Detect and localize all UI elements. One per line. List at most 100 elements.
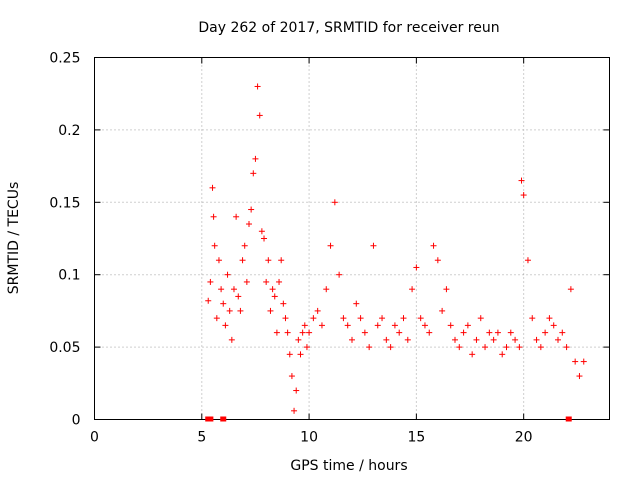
data-points (205, 83, 587, 414)
data-point (486, 329, 493, 336)
y-tick-label: 0.15 (49, 195, 80, 211)
data-point (226, 307, 233, 314)
data-point (323, 286, 330, 293)
data-point (210, 213, 217, 220)
x-tick-label: 5 (197, 430, 206, 446)
data-point (353, 300, 360, 307)
data-point (417, 315, 424, 322)
data-point (559, 329, 566, 336)
x-tick-label: 20 (515, 430, 533, 446)
data-point (409, 286, 416, 293)
data-point (473, 336, 480, 343)
x-tick-label: 0 (90, 430, 99, 446)
data-point (512, 336, 519, 343)
data-point (241, 242, 248, 249)
data-point (248, 206, 255, 213)
axis-ticks: 0 5 10 15 20 0 0.05 0.1 0.15 0.2 0.25 (49, 51, 610, 446)
data-gap-markers (205, 416, 572, 422)
data-point (490, 336, 497, 343)
data-point (293, 387, 300, 394)
data-point (256, 112, 263, 119)
data-point (299, 329, 306, 336)
chart-title: Day 262 of 2017, SRMTID for receiver reu… (198, 20, 499, 36)
data-point (269, 286, 276, 293)
data-point (370, 242, 377, 249)
data-point (220, 300, 227, 307)
plot-area-border (94, 57, 610, 420)
grid-lines (94, 57, 610, 420)
data-point (331, 199, 338, 206)
data-point (336, 271, 343, 278)
data-point (265, 257, 272, 264)
data-point (254, 83, 261, 90)
data-point (261, 235, 268, 242)
data-point (567, 286, 574, 293)
data-point (546, 315, 553, 322)
data-point (542, 329, 549, 336)
data-point (383, 336, 390, 343)
data-point (215, 257, 222, 264)
data-point (563, 344, 570, 351)
data-point (529, 315, 536, 322)
y-tick-label: 0.1 (58, 268, 80, 284)
data-point (233, 213, 240, 220)
data-point (340, 315, 347, 322)
data-point (443, 286, 450, 293)
data-point (207, 278, 214, 285)
data-point (477, 315, 484, 322)
data-point (387, 344, 394, 351)
data-point (250, 170, 257, 177)
data-point (278, 257, 285, 264)
data-gap-marker (565, 416, 572, 422)
data-point (357, 315, 364, 322)
data-point (258, 228, 265, 235)
data-point (230, 286, 237, 293)
data-point (282, 315, 289, 322)
data-point (284, 329, 291, 336)
data-point (213, 315, 220, 322)
data-point (580, 358, 587, 365)
data-point (327, 242, 334, 249)
data-point (469, 351, 476, 358)
data-point (237, 307, 244, 314)
data-point (295, 336, 302, 343)
data-point (209, 184, 216, 191)
data-point (314, 307, 321, 314)
data-point (524, 257, 531, 264)
data-point (400, 315, 407, 322)
data-point (361, 329, 368, 336)
y-axis-label: SRMTID / TECUs (6, 182, 22, 295)
data-point (503, 344, 510, 351)
data-point (297, 351, 304, 358)
data-point (374, 322, 381, 329)
data-point (396, 329, 403, 336)
data-point (267, 307, 274, 314)
y-tick-label: 0.05 (49, 340, 80, 356)
data-point (537, 344, 544, 351)
data-point (288, 373, 295, 380)
data-point (499, 351, 506, 358)
y-tick-label: 0.2 (58, 123, 80, 139)
data-point (344, 322, 351, 329)
data-point (391, 322, 398, 329)
data-point (520, 192, 527, 199)
data-point (263, 278, 270, 285)
data-point (494, 329, 501, 336)
data-point (218, 286, 225, 293)
data-point (224, 271, 231, 278)
data-point (303, 344, 310, 351)
data-point (421, 322, 428, 329)
data-point (533, 336, 540, 343)
data-point (349, 336, 355, 343)
data-point (434, 257, 441, 264)
data-point (572, 358, 579, 365)
data-point (318, 322, 325, 329)
data-point (366, 344, 373, 351)
y-tick-label: 0.25 (49, 51, 80, 67)
data-point (239, 257, 246, 264)
data-point (310, 315, 317, 322)
data-point (280, 300, 287, 307)
data-point (550, 322, 557, 329)
data-point (252, 155, 259, 162)
